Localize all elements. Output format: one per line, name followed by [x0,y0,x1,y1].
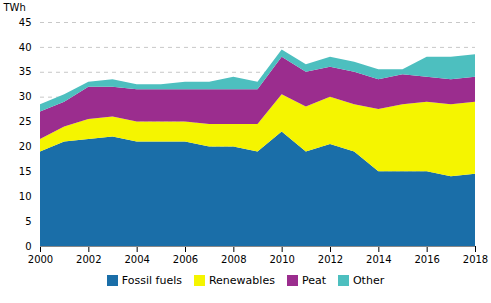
svg-text:25: 25 [19,116,32,127]
html-text:Fossil fuels: Fossil fuels [121,274,182,287]
svg-text:2002: 2002 [76,254,101,265]
svg-text:15: 15 [19,166,32,177]
svg-text:20: 20 [19,141,32,152]
svg-text:45: 45 [19,17,32,28]
html-text:Peat: Peat [301,274,326,287]
svg-text:10: 10 [19,191,32,202]
svg-text:2016: 2016 [414,254,439,265]
svg-text:TWh: TWh [3,2,26,13]
svg-text:40: 40 [19,42,32,53]
svg-text:0: 0 [25,241,31,252]
html-text:Other: Other [353,274,385,287]
svg-text:2018: 2018 [463,254,488,265]
svg-text:2014: 2014 [366,254,391,265]
svg-text:5: 5 [25,216,31,227]
svg-text:35: 35 [19,66,32,77]
svg-text:30: 30 [19,91,32,102]
html-text:Renewables: Renewables [209,274,275,287]
svg-text:2006: 2006 [173,254,198,265]
svg-text:2008: 2008 [221,254,246,265]
svg-text:2000: 2000 [28,254,53,265]
svg-text:2012: 2012 [318,254,343,265]
svg-text:2010: 2010 [269,254,294,265]
svg-text:2004: 2004 [124,254,149,265]
